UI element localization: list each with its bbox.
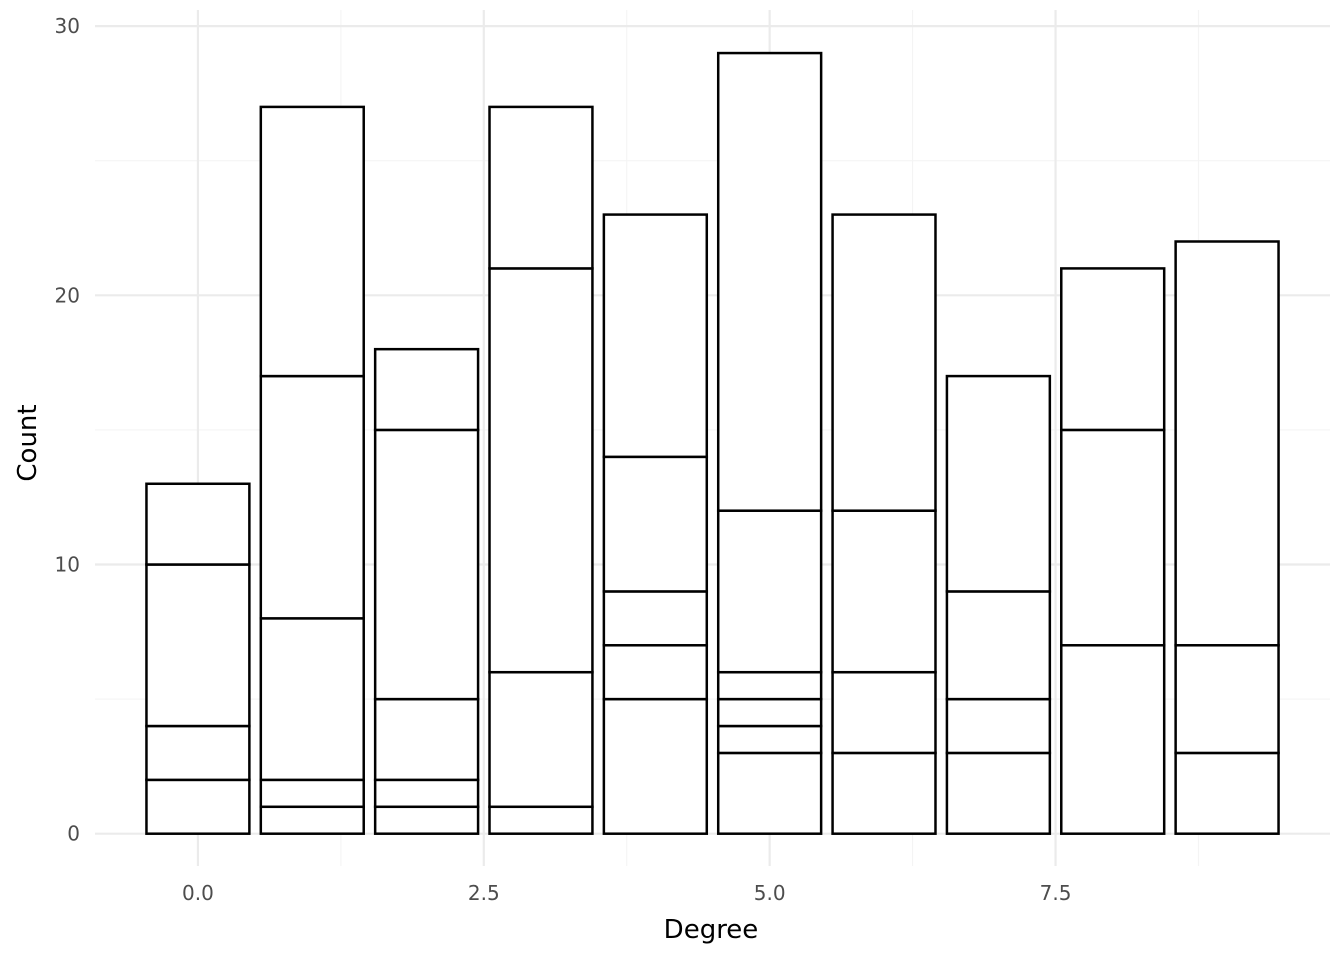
bar-segment	[488, 105, 594, 270]
bar-stack	[831, 213, 937, 835]
bar-segment	[488, 267, 594, 674]
bar-segment	[373, 805, 480, 835]
bar-segment	[716, 670, 823, 701]
y-tick-labels: 0 10 20 30	[55, 14, 80, 846]
bar-segment	[145, 563, 251, 728]
x-axis-title: Degree	[664, 915, 759, 945]
bar-stack	[259, 105, 365, 835]
bar-segment	[145, 724, 251, 782]
bar-stack	[716, 51, 823, 835]
bar-segment	[259, 374, 365, 620]
bar-segment	[373, 347, 480, 432]
bar-segment	[602, 213, 709, 459]
bar-segment	[716, 697, 823, 728]
bar-segment	[373, 428, 480, 701]
bar-segment	[945, 751, 1052, 835]
bar-segment	[259, 105, 365, 378]
y-tick-label: 20	[55, 283, 80, 307]
bar-segment	[602, 644, 709, 701]
bar-segment	[716, 751, 823, 835]
x-tick-labels: 0.0 2.5 5.0 7.5	[182, 881, 1071, 905]
bar-segment	[1060, 267, 1166, 432]
bar-segment	[831, 213, 937, 512]
bar-segment	[602, 697, 709, 835]
x-tick-label: 2.5	[468, 881, 500, 905]
bar-segment	[831, 509, 937, 674]
y-tick-label: 0	[67, 822, 80, 846]
bar-segment	[488, 805, 594, 835]
bar-stack	[145, 482, 251, 835]
bar-segment	[945, 374, 1052, 593]
bar-segment	[259, 805, 365, 835]
bar-segment	[945, 697, 1052, 755]
bar-segment	[259, 778, 365, 809]
bar-segment	[945, 590, 1052, 701]
bar-segment	[1174, 240, 1280, 647]
bars-group	[145, 51, 1280, 835]
x-tick-label: 0.0	[182, 881, 214, 905]
bar-segment	[259, 617, 365, 782]
x-tick-label: 7.5	[1040, 881, 1072, 905]
bar-segment	[831, 751, 937, 835]
bar-segment	[1060, 644, 1166, 835]
x-tick-label: 5.0	[754, 881, 786, 905]
bar-segment	[373, 778, 480, 809]
bar-stack	[488, 105, 594, 835]
bar-stack	[1060, 267, 1166, 835]
bar-segment	[602, 455, 709, 593]
y-tick-label: 10	[55, 553, 80, 577]
bar-segment	[1174, 644, 1280, 755]
bar-segment	[488, 670, 594, 809]
bar-segment	[716, 724, 823, 755]
bar-segment	[602, 590, 709, 647]
bar-stack	[373, 347, 480, 835]
bar-segment	[831, 670, 937, 755]
bar-segment	[716, 509, 823, 674]
bar-stack	[602, 213, 709, 835]
bar-stack	[945, 374, 1052, 835]
bar-segment	[716, 51, 823, 512]
bar-segment	[373, 697, 480, 782]
y-axis-title: Count	[13, 404, 43, 481]
bar-stack	[1174, 240, 1280, 835]
bar-segment	[145, 778, 251, 835]
bar-segment	[145, 482, 251, 566]
bar-segment	[1174, 751, 1280, 835]
y-tick-label: 30	[55, 14, 80, 38]
bar-segment	[1060, 428, 1166, 647]
